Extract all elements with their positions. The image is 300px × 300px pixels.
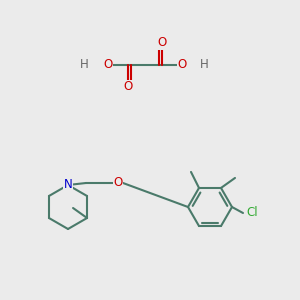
Text: H: H: [200, 58, 208, 71]
Text: O: O: [113, 176, 123, 190]
Text: Cl: Cl: [246, 206, 258, 220]
Text: N: N: [64, 178, 72, 191]
Text: O: O: [158, 37, 166, 50]
Text: O: O: [103, 58, 112, 71]
Text: O: O: [123, 80, 133, 94]
Text: H: H: [80, 58, 88, 71]
Text: O: O: [177, 58, 187, 71]
